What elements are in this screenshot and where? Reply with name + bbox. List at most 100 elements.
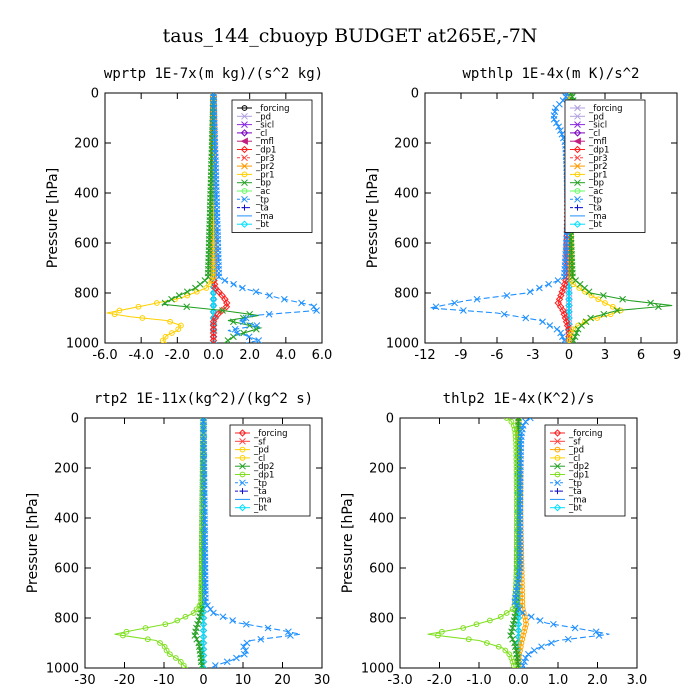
data-point xyxy=(510,422,517,429)
x-tick-label: -3 xyxy=(527,348,540,363)
data-point xyxy=(514,550,520,556)
data-point xyxy=(210,228,217,235)
x-tick-label: -20 xyxy=(114,673,135,688)
data-point xyxy=(513,482,520,489)
series-tp xyxy=(429,93,572,343)
data-point xyxy=(595,296,602,303)
data-point xyxy=(198,591,205,598)
data-point xyxy=(242,647,249,654)
data-point xyxy=(513,490,520,496)
data-point xyxy=(191,632,199,639)
data-point xyxy=(514,546,520,553)
data-point xyxy=(655,303,662,311)
series-tp xyxy=(200,418,301,668)
data-point xyxy=(239,318,247,326)
data-point xyxy=(432,303,440,311)
legend-label: _cl xyxy=(253,454,265,464)
legend-label: _bt xyxy=(253,504,268,514)
data-point xyxy=(508,628,515,636)
legend-marker xyxy=(240,137,248,145)
data-point xyxy=(174,617,181,624)
legend-marker xyxy=(554,488,561,495)
y-tick-label: 1000 xyxy=(361,662,394,677)
y-tick-label: 600 xyxy=(394,237,419,252)
legend-label: _ma xyxy=(588,212,607,222)
data-point xyxy=(252,288,260,296)
data-point xyxy=(522,617,529,624)
data-point xyxy=(210,210,217,216)
legend-marker xyxy=(240,129,249,137)
y-tick-label: 1000 xyxy=(386,337,419,352)
data-point xyxy=(210,202,217,209)
data-point xyxy=(513,460,520,466)
legend-label: _bp xyxy=(588,179,604,189)
data-point xyxy=(513,493,520,500)
data-point xyxy=(280,295,288,303)
legend-label: _dp1 xyxy=(588,146,609,156)
data-point xyxy=(519,587,525,594)
data-point xyxy=(526,288,534,296)
data-point xyxy=(229,617,236,624)
data-point xyxy=(183,303,191,311)
data-point xyxy=(500,310,508,318)
legend-marker xyxy=(554,455,561,461)
data-point xyxy=(210,240,217,246)
data-point xyxy=(587,314,594,322)
data-point xyxy=(196,280,204,288)
data-point xyxy=(562,93,570,101)
data-point xyxy=(565,329,573,337)
data-point xyxy=(572,277,579,284)
data-point xyxy=(513,441,520,448)
legend-label: _forcing xyxy=(255,104,290,114)
data-point xyxy=(198,568,205,575)
data-point xyxy=(514,542,520,549)
x-tick-label: 0 xyxy=(199,673,207,688)
legend-label: _pr1 xyxy=(255,170,275,180)
data-point xyxy=(564,635,572,643)
data-point xyxy=(180,662,187,668)
x-tick-label: 1.0 xyxy=(548,673,569,688)
data-point xyxy=(210,206,217,213)
data-point xyxy=(519,598,526,605)
data-point xyxy=(209,321,218,330)
data-point xyxy=(519,602,526,609)
data-point xyxy=(521,658,528,666)
legend-marker xyxy=(574,162,581,170)
data-point xyxy=(517,520,524,526)
legend-marker xyxy=(239,479,246,487)
data-point xyxy=(522,625,528,631)
legend-marker xyxy=(240,220,249,228)
data-point xyxy=(264,624,272,632)
data-point xyxy=(210,609,217,617)
data-point xyxy=(167,318,174,325)
data-point xyxy=(519,636,526,643)
data-point xyxy=(514,527,520,534)
legend-label: _sf xyxy=(568,437,582,447)
legend-label: _dp2 xyxy=(253,462,274,472)
data-point xyxy=(230,318,237,326)
legend-marker xyxy=(554,462,561,470)
panel-title: thlp2 1E-4x(K^2)/s xyxy=(443,391,595,407)
data-point xyxy=(239,284,246,292)
data-point xyxy=(175,326,182,333)
legend-marker xyxy=(573,220,582,228)
data-point xyxy=(514,535,520,541)
data-point xyxy=(182,613,189,620)
legend-marker xyxy=(240,145,249,154)
data-point xyxy=(209,325,218,333)
data-point xyxy=(566,93,572,100)
legend-label: _cl xyxy=(255,129,267,139)
data-point xyxy=(192,284,199,292)
legend-marker xyxy=(574,112,581,120)
legend-marker xyxy=(241,105,248,111)
legend-label: _sicl xyxy=(255,121,274,131)
data-point xyxy=(513,471,520,478)
legend-label: _cl xyxy=(568,454,580,464)
data-point xyxy=(198,580,205,586)
data-point xyxy=(574,325,582,333)
data-point xyxy=(210,280,219,288)
legend-marker xyxy=(554,446,561,453)
data-point xyxy=(513,452,520,459)
legend-marker xyxy=(239,455,246,461)
y-tick-label: 400 xyxy=(369,512,394,527)
